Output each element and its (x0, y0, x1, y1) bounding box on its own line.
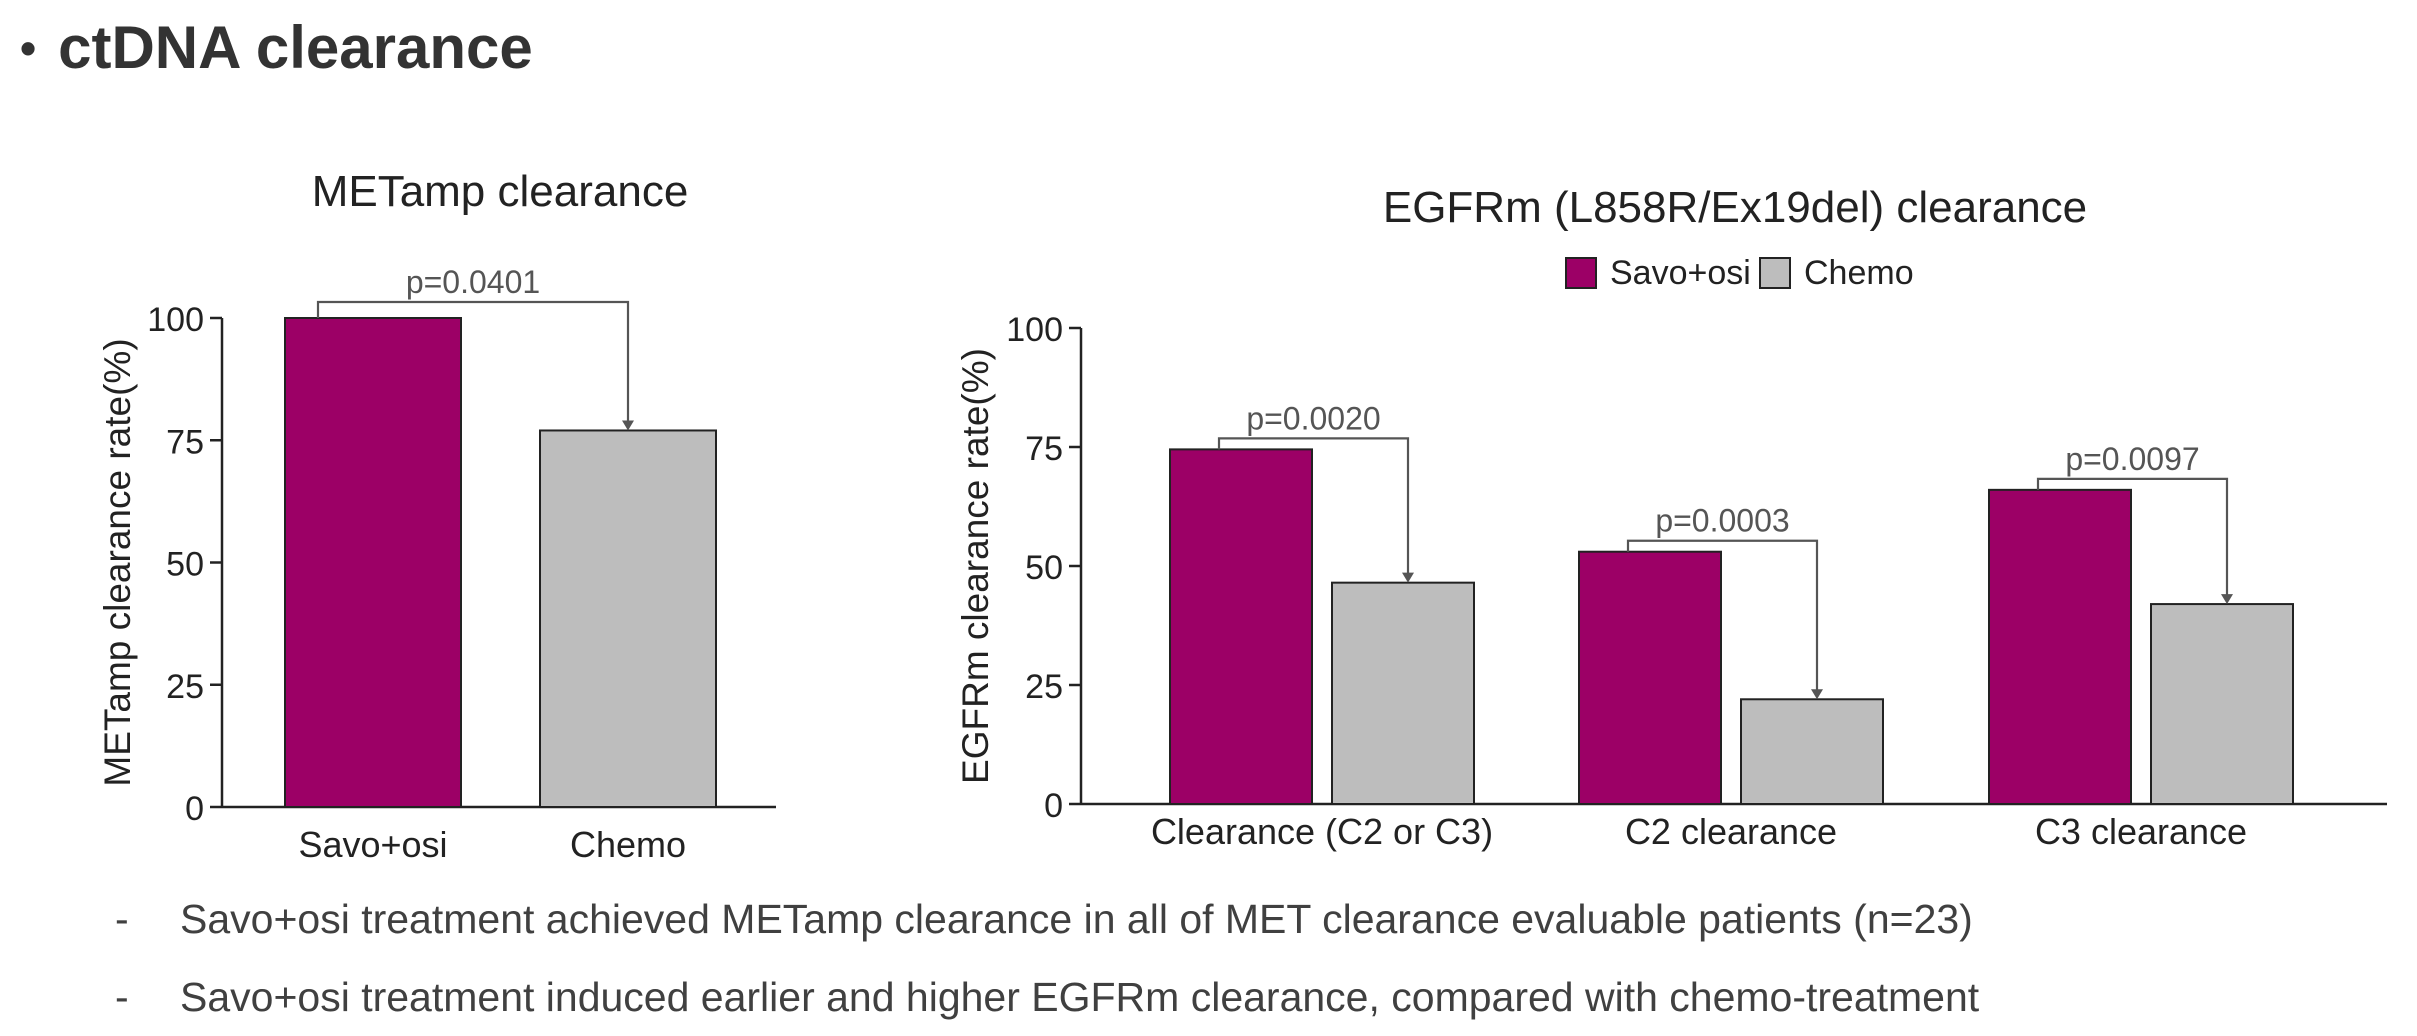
egfr-bar-chemo (2150, 603, 2294, 806)
egfr-bracket-arrow (1811, 689, 1823, 700)
legend-swatch-chemo (1759, 257, 1791, 289)
met-bar-chemo (539, 429, 717, 808)
bullet-dash: - (115, 973, 129, 1020)
met-p-value: p=0.0401 (406, 264, 540, 300)
met-title: METamp clearance (312, 167, 689, 216)
bullet-dash: - (115, 895, 129, 942)
bullet-list: - Savo+osi treatment achieved METamp cle… (115, 880, 1979, 1036)
egfr-bracket (1217, 437, 1410, 576)
egfr-y-tick-label: 75 (1025, 430, 1063, 468)
bullet-text: Savo+osi treatment induced earlier and h… (180, 973, 1980, 1020)
bullet-item-1: - Savo+osi treatment achieved METamp cle… (115, 880, 1979, 958)
egfr-y-axis-label: EGFRm clearance rate(%) (955, 348, 996, 784)
met-y-axis-label: METamp clearance rate(%) (97, 338, 138, 786)
met-bracket (316, 300, 630, 424)
met-x-tick-label: Savo+osi (298, 824, 447, 865)
met-bracket-arrow (622, 420, 634, 431)
egfr-bar-savo-osi (1988, 488, 2132, 805)
heading-text: ctDNA clearance (58, 14, 533, 81)
met-x-tick-label: Chemo (570, 824, 686, 865)
egfr-bar-savo-osi (1169, 448, 1313, 805)
met-y-tick-label: 50 (166, 546, 204, 584)
egfr-p-value: p=0.0097 (2065, 441, 2199, 477)
bullet-item-2: - Savo+osi treatment induced earlier and… (115, 958, 1979, 1036)
met-bar-savo-osi (284, 317, 462, 808)
egfr-x-tick-label: C3 clearance (2035, 811, 2247, 852)
met-y-tick-label: 25 (166, 668, 204, 706)
egfr-bracket (2036, 477, 2229, 598)
heading-bullet: • (20, 22, 37, 74)
egfr-y-tick-label: 100 (1006, 311, 1063, 349)
legend-swatch-savo-osi (1565, 257, 1597, 289)
egfr-x-tick-label: Clearance (C2 or C3) (1151, 811, 1493, 852)
met-y-tick-label: 100 (147, 301, 204, 339)
egfr-y-tick-label: 25 (1025, 668, 1063, 706)
egfr-bracket-arrow (1402, 572, 1414, 583)
legend-label: Savo+osi (1610, 254, 1751, 292)
egfr-p-value: p=0.0020 (1246, 400, 1380, 436)
egfr-bar-chemo (1331, 581, 1475, 805)
egfr-p-value: p=0.0003 (1655, 503, 1789, 539)
egfr-bracket (1626, 539, 1819, 693)
egfr-y-tick-label: 0 (1044, 787, 1063, 825)
legend-label: Chemo (1804, 254, 1914, 292)
egfr-bar-chemo (1740, 698, 1884, 806)
met-y-tick-label: 75 (166, 423, 204, 461)
egfr-x-tick-label: C2 clearance (1625, 811, 1837, 852)
bullet-text: Savo+osi treatment achieved METamp clear… (180, 895, 1973, 942)
slide-heading: • ctDNA clearance (20, 12, 533, 84)
egfr-title: EGFRm (L858R/Ex19del) clearance (1383, 183, 2087, 232)
egfr-y-tick-label: 50 (1025, 549, 1063, 587)
met-y-tick-label: 0 (185, 790, 204, 828)
egfr-bar-savo-osi (1578, 550, 1722, 805)
egfr-bracket-arrow (2221, 594, 2233, 605)
